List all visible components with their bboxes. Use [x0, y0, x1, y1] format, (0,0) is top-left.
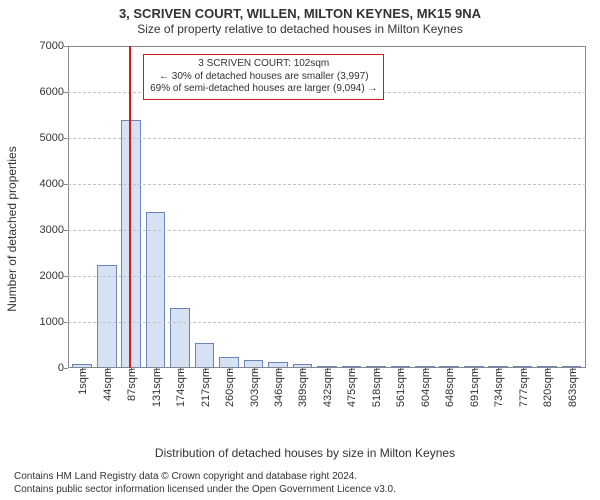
bar-slot: 820sqm	[535, 46, 559, 368]
page-title: 3, SCRIVEN COURT, WILLEN, MILTON KEYNES,…	[0, 0, 600, 22]
gridline	[68, 322, 586, 323]
histogram-bar	[170, 308, 190, 368]
bar-slot: 863sqm	[559, 46, 583, 368]
x-tick-label: 260sqm	[222, 368, 236, 407]
x-tick-label: 432sqm	[320, 368, 334, 407]
x-tick-label: 691sqm	[467, 368, 481, 407]
y-tick-label: 3000	[40, 224, 68, 236]
x-tick-label: 131sqm	[149, 368, 163, 407]
bar-slot: 777sqm	[510, 46, 534, 368]
x-tick-label: 518sqm	[369, 368, 383, 407]
x-tick-label: 777sqm	[516, 368, 530, 407]
x-tick-label: 174sqm	[173, 368, 187, 407]
y-tick-label: 5000	[40, 132, 68, 144]
x-tick-label: 863sqm	[565, 368, 579, 407]
x-tick-label: 1sqm	[75, 368, 89, 395]
x-tick-label: 303sqm	[247, 368, 261, 407]
histogram-bar	[219, 357, 239, 369]
gridline	[68, 230, 586, 231]
x-tick-label: 604sqm	[418, 368, 432, 407]
gridline	[68, 276, 586, 277]
bar-slot: 648sqm	[437, 46, 461, 368]
annotation-callout: 3 SCRIVEN COURT: 102sqm← 30% of detached…	[143, 54, 384, 100]
x-tick-label: 734sqm	[491, 368, 505, 407]
bar-slot: 604sqm	[413, 46, 437, 368]
x-axis-label: Distribution of detached houses by size …	[18, 446, 592, 460]
histogram-bar	[97, 265, 117, 369]
bar-slot: 561sqm	[388, 46, 412, 368]
x-tick-label: 648sqm	[442, 368, 456, 407]
x-tick-label: 87sqm	[124, 368, 138, 401]
x-tick-label: 217sqm	[198, 368, 212, 407]
chart-region: Number of detached properties 1sqm44sqm8…	[18, 44, 592, 414]
footer-line-1: Contains HM Land Registry data © Crown c…	[14, 471, 592, 484]
y-tick-label: 7000	[40, 40, 68, 52]
x-tick-label: 475sqm	[344, 368, 358, 407]
page-subtitle: Size of property relative to detached ho…	[0, 22, 600, 37]
bar-slot: 87sqm	[119, 46, 143, 368]
gridline	[68, 138, 586, 139]
x-tick-label: 346sqm	[271, 368, 285, 407]
y-tick-label: 0	[58, 362, 68, 374]
bar-slot: 1sqm	[70, 46, 94, 368]
histogram-bar	[244, 360, 264, 368]
bar-slot: 691sqm	[462, 46, 486, 368]
x-tick-label: 820sqm	[540, 368, 554, 407]
bar-slot: 734sqm	[486, 46, 510, 368]
reference-marker-line	[129, 46, 131, 368]
y-tick-label: 6000	[40, 86, 68, 98]
footer-attribution: Contains HM Land Registry data © Crown c…	[14, 471, 592, 496]
histogram-bar	[121, 120, 141, 368]
y-tick-label: 2000	[40, 270, 68, 282]
annotation-line: 69% of semi-detached houses are larger (…	[150, 83, 377, 96]
x-tick-label: 44sqm	[100, 368, 114, 401]
x-tick-label: 561sqm	[393, 368, 407, 407]
annotation-line: ← 30% of detached houses are smaller (3,…	[150, 71, 377, 84]
annotation-line: 3 SCRIVEN COURT: 102sqm	[150, 58, 377, 71]
gridline	[68, 184, 586, 185]
histogram-bar	[146, 212, 166, 368]
bar-slot: 44sqm	[94, 46, 118, 368]
x-tick-label: 389sqm	[295, 368, 309, 407]
plot-area: 1sqm44sqm87sqm131sqm174sqm217sqm260sqm30…	[68, 46, 586, 368]
y-tick-label: 1000	[40, 316, 68, 328]
y-axis-label: Number of detached properties	[5, 146, 19, 311]
y-tick-label: 4000	[40, 178, 68, 190]
footer-line-2: Contains public sector information licen…	[14, 484, 592, 497]
histogram-bar	[195, 343, 215, 368]
